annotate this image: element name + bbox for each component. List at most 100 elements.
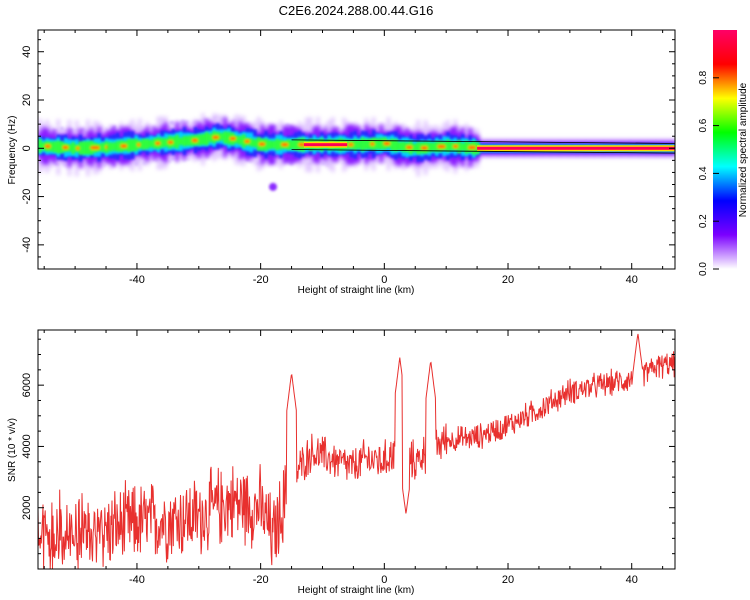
heatmap-outlier (269, 182, 278, 191)
snr-x-axis-label: Height of straight line (km) (298, 585, 415, 596)
heatmap-cell (127, 139, 131, 152)
heatmap-cell (275, 139, 279, 151)
heatmap-cell (38, 139, 42, 153)
heatmap-cell (446, 139, 450, 153)
heatmap-cell (56, 140, 61, 154)
colorbar-tick-label: 0.0 (698, 262, 709, 276)
heatmap-hotspot-core (192, 139, 198, 142)
snr-y-axis-label: SNR (10 * v/v) (7, 418, 18, 482)
y-tick-label: 4000 (21, 434, 33, 458)
heatmap-cell (390, 138, 395, 151)
heatmap-cell (379, 137, 383, 150)
chart-title: C2E6.2024.288.00.44.G16 (279, 3, 434, 18)
heatmap-plot-area (38, 113, 675, 191)
heatmap-cell (86, 141, 90, 155)
colorbar-tick-label: 0.4 (698, 166, 709, 180)
x-tick-label: 40 (626, 274, 638, 286)
heatmap-x-axis-label: Height of straight line (km) (298, 285, 415, 296)
heatmap-x-ticks: -40 -20 0 20 40 (43, 30, 664, 286)
heatmap-cell (52, 141, 57, 153)
heatmap-hotspot-core (468, 146, 476, 149)
heatmap-cell (78, 141, 83, 155)
heatmap-y-axis-label: Frequency (Hz) (7, 116, 18, 185)
snr-x-ticks: -40 -20 0 20 40 (43, 330, 664, 586)
heatmap-speck (105, 127, 108, 130)
x-tick-label: 20 (502, 574, 514, 586)
heatmap-cell (145, 139, 150, 149)
y-tick-label: -20 (21, 189, 33, 205)
heatmap-y-ticks: -40 -20 0 20 40 (21, 39, 675, 258)
heatmap-hotspot-core (348, 143, 354, 146)
snr-panel: -40 -20 0 20 40 2000 4000 6000 Height of strai… (7, 329, 676, 596)
heatmap-hotspot-core (45, 144, 51, 148)
heatmap-cell (416, 142, 420, 155)
y-tick-label: 0 (21, 145, 33, 151)
heatmap-cell (115, 141, 120, 152)
heatmap-speck (168, 159, 172, 163)
y-tick-label: 6000 (21, 373, 33, 397)
snr-series-line (38, 333, 675, 569)
heatmap-cell (204, 132, 209, 146)
heatmap-cell (149, 139, 153, 148)
heatmap-cell (290, 140, 294, 150)
heatmap-hotspot-core (90, 146, 100, 150)
heatmap-cell (41, 142, 46, 151)
heatmap-cell (219, 132, 224, 141)
x-tick-label: -20 (253, 274, 269, 286)
heatmap-cell (101, 142, 105, 152)
heatmap-hotspot-core (168, 141, 173, 144)
heatmap-hotspot-core (281, 143, 289, 146)
heatmap-hotspot-core (137, 143, 140, 147)
heatmap-hotspot-core (421, 146, 428, 150)
y-tick-label: 20 (21, 94, 33, 106)
heatmap-hotspot-core (453, 145, 458, 148)
heatmap-hotspot-core (370, 142, 375, 146)
heatmap-cell (364, 139, 369, 150)
heatmap-cell (264, 138, 268, 151)
x-tick-label: -40 (129, 574, 145, 586)
heatmap-hotspot-core (298, 143, 306, 146)
heatmap-cell (353, 139, 357, 151)
colorbar: 0.0 0.2 0.4 0.6 0.8 Normalized spectral ampl… (698, 30, 749, 276)
colorbar-tick-label: 0.2 (698, 214, 709, 228)
heatmap-hotspot-core (406, 146, 413, 149)
heatmap-cell (457, 140, 461, 154)
heatmap-cell (249, 138, 254, 147)
heatmap-cell (134, 138, 138, 151)
heatmap-speck (285, 123, 290, 128)
heatmap-cell (431, 142, 435, 152)
snr-y-ticks: 2000 4000 6000 (21, 338, 675, 555)
heatmap-cell (186, 135, 190, 146)
heatmap-cell (238, 135, 242, 145)
heatmap-panel: -40 -20 0 20 40 -40 -20 0 20 40 Height of straig… (7, 29, 676, 296)
heatmap-cell (197, 134, 202, 146)
heatmap-cell (271, 140, 276, 149)
heatmap-cell (360, 137, 365, 152)
heatmap-hotspot-core (259, 142, 265, 146)
heatmap-hotspot-core (212, 136, 219, 139)
heatmap-hotspot-core (76, 146, 80, 150)
heatmap-cell (160, 138, 164, 148)
heatmap-cell (427, 142, 432, 153)
heatmap-cell (412, 143, 417, 153)
heatmap-cell (401, 141, 406, 153)
colorbar-tick-label: 0.8 (698, 70, 709, 84)
heatmap-hotspot-core (120, 144, 127, 148)
y-tick-label: -40 (21, 237, 33, 253)
heatmap-cell (71, 142, 75, 155)
heatmap-cell (82, 141, 87, 155)
heatmap-speck (186, 157, 191, 161)
heatmap-cell (130, 139, 135, 152)
colorbar-label: Normalized spectral amplitude (738, 82, 749, 217)
snr-plot-area (38, 333, 675, 569)
x-tick-label: -40 (129, 274, 145, 286)
heatmap-cell (397, 142, 402, 151)
heatmap-track-line (291, 139, 675, 144)
x-tick-label: 0 (381, 574, 387, 586)
heatmap-cell (67, 144, 72, 152)
heatmap-strong-core (477, 146, 675, 150)
heatmap-hotspot-core (230, 137, 236, 140)
heatmap-cell (179, 137, 183, 146)
heatmap-hotspot-core (244, 140, 250, 143)
